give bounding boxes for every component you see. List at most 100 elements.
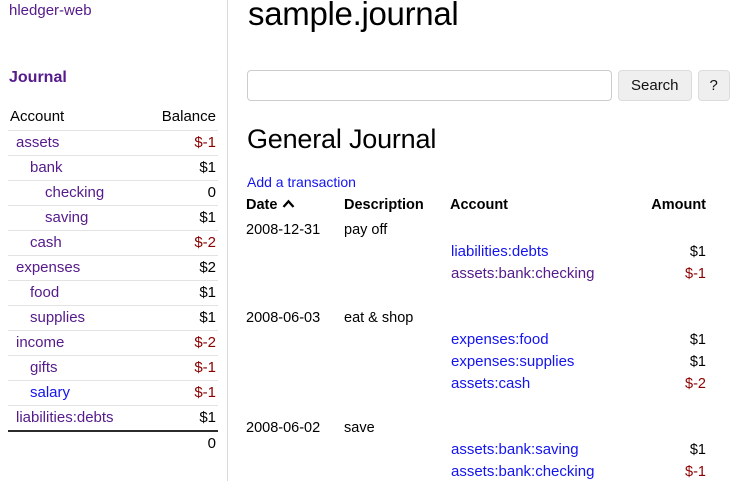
account-name-cell: bank	[8, 155, 146, 181]
account-name-cell: checking	[8, 180, 146, 206]
transaction-description: eat & shop	[344, 310, 414, 326]
help-button[interactable]: ?	[697, 70, 730, 101]
account-row: cash $-2	[8, 230, 218, 256]
accounts-header-row: Account Balance	[8, 107, 218, 131]
posting-account-link-liabilities-debts[interactable]: liabilities:debts	[451, 243, 549, 260]
journal-transactions-table: Date Description Account Amount 2008-12-…	[246, 195, 708, 481]
account-name-cell: gifts	[8, 355, 146, 381]
account-link-checking[interactable]: checking	[45, 184, 105, 201]
posting-description-spacer	[344, 439, 450, 461]
account-row: food $1	[8, 280, 218, 306]
posting-description-spacer	[344, 329, 450, 351]
transaction-account-empty	[450, 307, 630, 329]
account-link-assets[interactable]: assets	[16, 134, 60, 151]
posting-account-link-assets-bank-checking[interactable]: assets:bank:checking	[451, 463, 595, 480]
search-input[interactable]	[247, 70, 612, 101]
brand-link[interactable]: hledger-web	[9, 2, 92, 19]
account-row: liabilities:debts $1	[8, 405, 218, 431]
posting-description-spacer	[344, 373, 450, 395]
account-balance-cell: $1	[145, 155, 218, 181]
posting-amount-cell: $1	[689, 332, 706, 348]
account-name-cell: saving	[8, 205, 146, 231]
account-balance-cell: $-1	[145, 130, 218, 156]
account-link-liabilities-debts[interactable]: liabilities:debts	[16, 409, 114, 426]
account-row: saving $1	[8, 205, 218, 231]
transaction-row: 2008-12-31 pay off	[246, 219, 708, 241]
journal-header-date[interactable]: Date	[246, 195, 344, 219]
posting-date-spacer	[246, 329, 344, 351]
account-balance-cell: $-2	[145, 230, 218, 256]
journal-header-account[interactable]: Account	[450, 196, 508, 213]
account-link-gifts[interactable]: gifts	[30, 359, 58, 376]
posting-account-link-expenses-supplies[interactable]: expenses:supplies	[451, 353, 575, 370]
posting-account-link-assets-bank-checking[interactable]: assets:bank:checking	[451, 265, 595, 282]
transaction-spacer	[246, 395, 708, 417]
account-balance-cell: $1	[145, 205, 218, 231]
posting-date-spacer	[246, 351, 344, 373]
account-balance-cell: $-2	[145, 330, 218, 356]
journal-header-date-label: Date	[246, 197, 278, 213]
account-link-income[interactable]: income	[16, 334, 65, 351]
posting-amount-cell: $1	[689, 354, 706, 370]
accounts-balance-table: Account Balance assets $-1 bank $1 checking 0…	[8, 107, 218, 456]
posting-account-cell: assets:bank:checking	[450, 263, 630, 285]
posting-description-spacer	[344, 351, 450, 373]
accounts-table-head: Account Balance	[8, 107, 218, 131]
account-link-supplies[interactable]: supplies	[30, 309, 86, 326]
posting-date-spacer	[246, 241, 344, 263]
posting-account-link-expenses-food[interactable]: expenses:food	[451, 331, 549, 348]
posting-account-cell: assets:bank:saving	[450, 439, 630, 461]
account-balance-cell: $2	[145, 255, 218, 281]
journal-table-body: 2008-12-31 pay off liabilities:debts $1 asse…	[246, 219, 708, 481]
posting-amount-cell: $-1	[685, 266, 706, 282]
page-title: sample.journal	[248, 0, 459, 32]
sidebar-heading-journal[interactable]: Journal	[9, 69, 67, 86]
journal-header-description[interactable]: Description	[344, 196, 424, 213]
section-title: General Journal	[247, 124, 437, 154]
account-balance-cell: $1	[145, 280, 218, 306]
account-row: supplies $1	[8, 305, 218, 331]
posting-row: assets:bank:checking $-1	[246, 461, 708, 481]
posting-date-spacer	[246, 373, 344, 395]
account-balance-cell: 0	[145, 180, 218, 206]
sort-ascending-caret-icon	[282, 195, 295, 214]
account-row: bank $1	[8, 155, 218, 181]
account-balance-cell: $1	[145, 305, 218, 331]
posting-account-link-assets-bank-saving[interactable]: assets:bank:saving	[451, 441, 579, 458]
search-button[interactable]: Search	[618, 70, 692, 101]
posting-date-spacer	[246, 263, 344, 285]
account-total-row: 0	[8, 430, 218, 456]
account-row: expenses $2	[8, 255, 218, 281]
transaction-date: 2008-06-02	[246, 420, 321, 436]
account-row: income $-2	[8, 330, 218, 356]
accounts-header-balance: Balance	[161, 108, 216, 125]
account-link-cash[interactable]: cash	[30, 234, 62, 251]
add-transaction-link[interactable]: Add a transaction	[247, 174, 356, 190]
posting-account-link-assets-cash[interactable]: assets:cash	[451, 375, 531, 392]
transaction-row: 2008-06-02 save	[246, 417, 708, 439]
posting-row: assets:bank:checking $-1	[246, 263, 708, 285]
posting-description-spacer	[344, 263, 450, 285]
account-row: salary $-1	[8, 380, 218, 406]
posting-row: expenses:supplies $1	[246, 351, 708, 373]
main-content: sample.journal Search ? General Journal …	[228, 0, 742, 481]
account-name-cell: assets	[8, 130, 146, 156]
posting-description-spacer	[344, 241, 450, 263]
account-name-cell: cash	[8, 230, 146, 256]
account-link-bank[interactable]: bank	[30, 159, 63, 176]
transaction-account-empty	[450, 219, 630, 241]
journal-header-amount[interactable]: Amount	[651, 196, 706, 213]
transaction-amount-empty	[630, 219, 708, 241]
posting-amount-cell: $1	[689, 442, 706, 458]
account-name-cell: income	[8, 330, 146, 356]
transaction-date: 2008-12-31	[246, 222, 321, 238]
account-link-expenses[interactable]: expenses	[16, 259, 81, 276]
account-link-food[interactable]: food	[30, 284, 60, 301]
account-link-saving[interactable]: saving	[45, 209, 89, 226]
posting-row: assets:bank:saving $1	[246, 439, 708, 461]
account-row: checking 0	[8, 180, 218, 206]
account-link-salary[interactable]: salary	[30, 384, 71, 401]
sidebar: hledger-web Journal Account Balance asse…	[0, 0, 228, 481]
transaction-account-empty	[450, 417, 630, 439]
